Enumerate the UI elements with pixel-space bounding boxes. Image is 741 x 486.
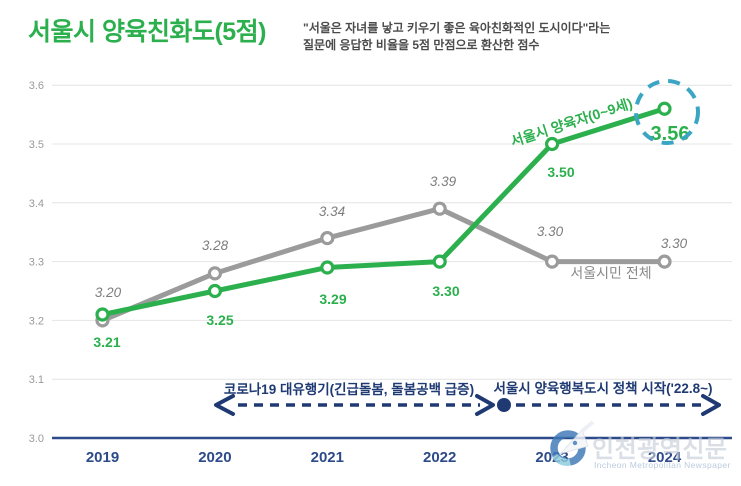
arrowhead-right-icon — [475, 394, 495, 416]
data-label: 3.50 — [547, 164, 574, 180]
y-tick-label: 3.2 — [29, 315, 44, 327]
chart-subtitle-line1: "서울은 자녀를 낳고 키우기 좋은 육아친화적인 도시이다"라는 — [303, 21, 611, 35]
data-point — [432, 201, 447, 216]
data-label: 3.39 — [430, 174, 457, 189]
y-tick-label: 3.0 — [29, 433, 44, 445]
timeline-dot — [497, 398, 511, 412]
covid-annotation-label: 코로나19 대유행기(긴급돌봄, 돌봄공백 급증) — [224, 381, 474, 397]
policy-annotation-label: 서울시 양육행복도시 정책 시작('22.8~) — [493, 380, 712, 396]
x-tick-label: 2024 — [648, 449, 682, 466]
covid-period-arrow — [214, 394, 511, 416]
data-point — [657, 101, 672, 116]
data-label: 3.56 — [651, 123, 690, 145]
arrowhead-left-icon — [214, 394, 235, 416]
x-tick-label: 2021 — [311, 449, 344, 466]
data-point — [207, 283, 222, 299]
watermark-pen-dot-icon — [572, 440, 578, 446]
highlight-circle — [634, 79, 700, 145]
data-point — [657, 254, 672, 269]
chart-subtitle-line2: 질문에 응답한 비율을 5점 만점으로 환산한 점수 — [303, 38, 540, 52]
watermark-pen-handle-icon — [580, 420, 595, 433]
data-label: 3.30 — [661, 236, 688, 251]
data-label: 3.29 — [319, 291, 346, 307]
y-tick-label: 3.5 — [29, 139, 44, 151]
watermark-korean-text: 인천광역신문 — [592, 436, 727, 463]
x-tick-label: 2019 — [86, 449, 119, 466]
series-label-citizens: 서울시민 전체 — [570, 265, 651, 281]
data-point — [320, 260, 335, 275]
series-line — [100, 206, 667, 323]
series-layer: 3.20 3.28 3.34 3.39 3.30 3.30 3.21 3.25 3.29 3.30… — [93, 101, 690, 350]
grid-layer: 3.0 3.1 3.2 3.3 3.4 3.5 3.6 — [29, 80, 732, 445]
x-tick-label: 2022 — [423, 449, 456, 466]
watermark-english-text: Incheon Metropolitan Newspaper — [594, 460, 731, 470]
data-label: 3.21 — [93, 334, 120, 350]
data-point — [432, 254, 447, 269]
data-label: 3.30 — [537, 224, 564, 239]
y-tick-label: 3.3 — [29, 257, 44, 269]
data-point — [95, 307, 110, 322]
data-label: 3.25 — [206, 312, 233, 328]
series-line — [100, 106, 667, 318]
policy-period-arrow — [516, 394, 721, 416]
data-point — [320, 230, 335, 246]
arrowhead-right-icon — [701, 394, 721, 416]
y-tick-label: 3.1 — [29, 374, 44, 386]
y-tick-label: 3.6 — [29, 80, 44, 92]
data-point — [544, 254, 560, 269]
chart-title: 서울시 양육친화도(5점) — [28, 18, 267, 46]
data-point — [544, 136, 560, 152]
data-label: 3.30 — [432, 283, 459, 299]
chart-subtitle: "서울은 자녀를 낳고 키우기 좋은 육아친화적인 도시이다"라는 질문에 응답… — [303, 20, 610, 54]
x-tick-label: 2020 — [198, 449, 231, 466]
watermark-logo-accent-icon — [552, 453, 571, 466]
data-label: 3.28 — [202, 238, 229, 253]
y-tick-label: 3.4 — [29, 198, 44, 210]
data-label: 3.20 — [95, 285, 122, 300]
watermark: 인천광역신문 Incheon Metropolitan Newspaper — [550, 420, 731, 470]
data-point — [207, 266, 222, 281]
data-label: 3.34 — [319, 204, 345, 219]
